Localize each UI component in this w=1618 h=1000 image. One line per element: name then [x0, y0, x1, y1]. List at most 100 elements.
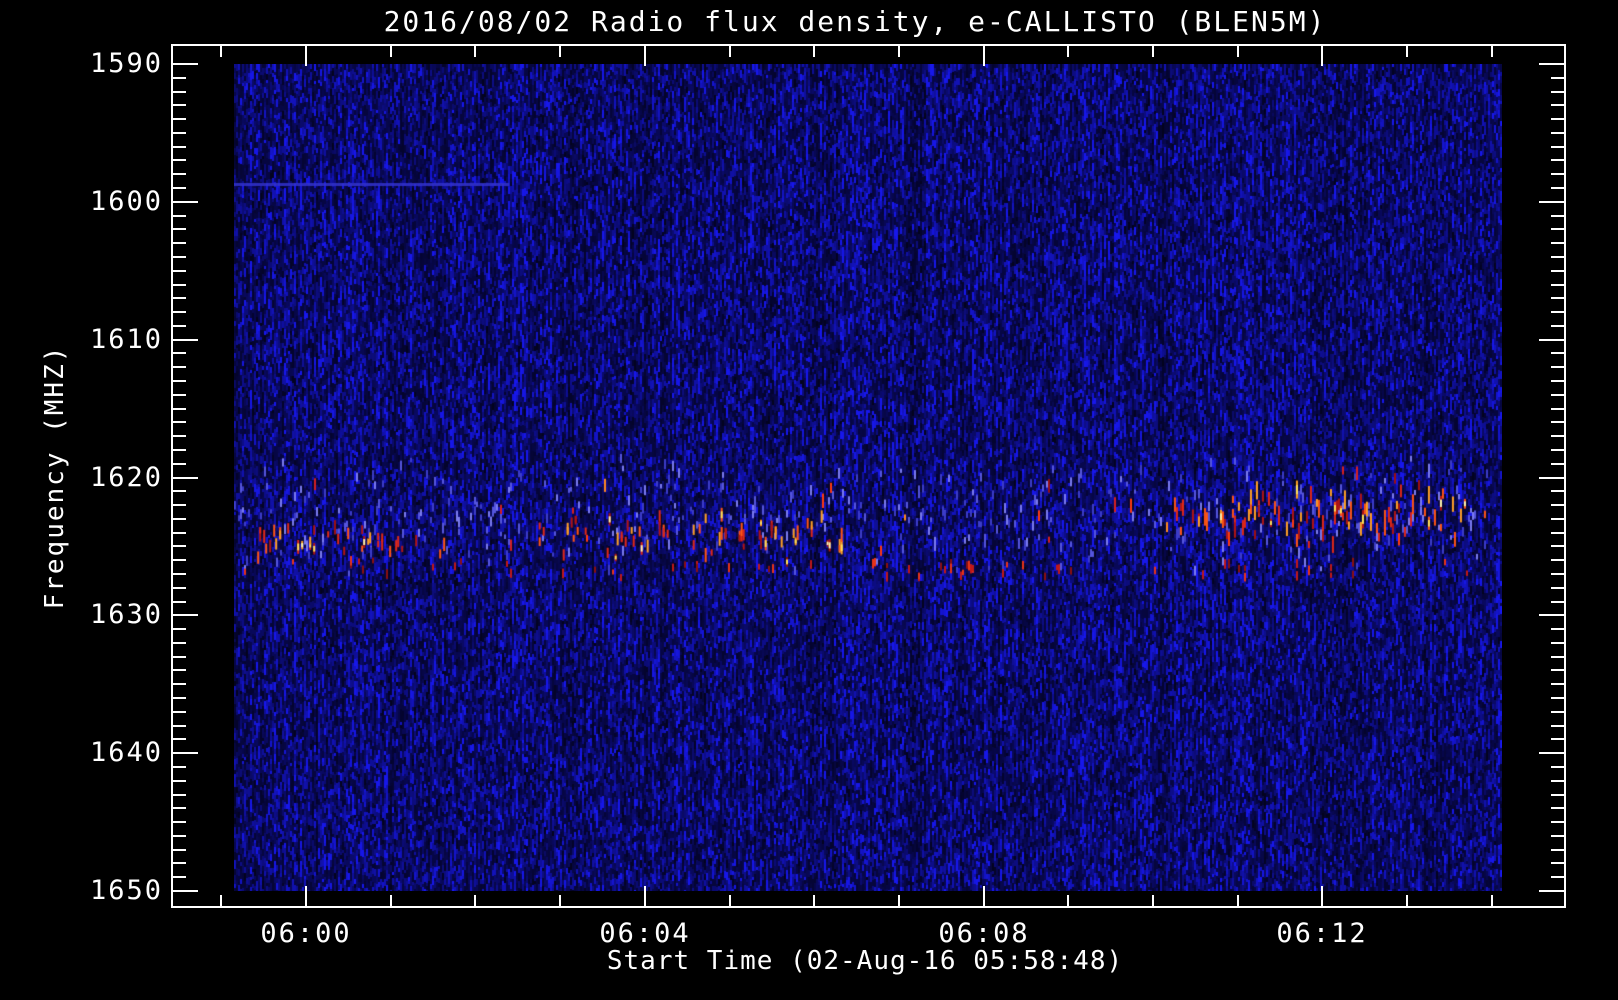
x-tick-top [390, 46, 392, 57]
x-tick-top [220, 46, 222, 57]
y-tick [173, 352, 186, 354]
y-tick [173, 270, 186, 272]
y-tick-right [1551, 862, 1564, 864]
y-tick [173, 463, 186, 465]
y-tick-label: 1630 [89, 599, 163, 630]
x-tick [983, 886, 985, 906]
y-tick [173, 683, 186, 685]
x-tick-top [474, 46, 476, 57]
x-tick [390, 895, 392, 906]
x-tick [1152, 895, 1154, 906]
y-tick-right [1551, 256, 1564, 258]
y-tick [173, 876, 186, 878]
y-tick-right [1551, 669, 1564, 671]
x-tick-top [1237, 46, 1239, 57]
y-tick [173, 228, 186, 230]
y-tick [173, 408, 186, 410]
y-tick-right [1551, 683, 1564, 685]
y-tick [173, 614, 198, 616]
y-tick-label: 1620 [89, 462, 163, 493]
y-tick-right [1551, 132, 1564, 134]
y-tick-right [1551, 780, 1564, 782]
x-tick-top [1067, 46, 1069, 57]
y-tick-right [1551, 738, 1564, 740]
y-tick [173, 132, 186, 134]
y-tick-right [1551, 504, 1564, 506]
x-axis-title: Start Time (02-Aug-16 05:58:48) [606, 946, 1124, 976]
x-tick-top [983, 46, 985, 66]
y-tick-right [1551, 807, 1564, 809]
y-tick-right [1551, 325, 1564, 327]
x-tick [644, 886, 646, 906]
y-tick-right [1551, 187, 1564, 189]
y-tick [173, 545, 186, 547]
x-tick [1406, 895, 1408, 906]
y-tick-right [1551, 77, 1564, 79]
y-tick [173, 738, 186, 740]
y-tick-right [1551, 725, 1564, 727]
y-tick-right [1551, 532, 1564, 534]
y-tick [173, 490, 186, 492]
y-tick [173, 835, 186, 837]
y-tick [173, 242, 186, 244]
y-tick [173, 504, 186, 506]
y-tick-right [1551, 366, 1564, 368]
x-tick [813, 895, 815, 906]
y-tick-right [1551, 601, 1564, 603]
y-tick-right [1551, 297, 1564, 299]
x-tick-top [1152, 46, 1154, 57]
y-tick-right [1551, 352, 1564, 354]
y-tick-right [1539, 752, 1564, 754]
y-tick-right [1539, 63, 1564, 65]
y-tick-right [1551, 408, 1564, 410]
x-tick-top [1321, 46, 1323, 66]
y-tick-right [1551, 766, 1564, 768]
y-tick [173, 104, 186, 106]
y-tick-right [1551, 587, 1564, 589]
chart-title: 2016/08/02 Radio flux density, e-CALLIST… [383, 5, 1327, 38]
x-tick-label: 06:00 [260, 918, 352, 949]
y-tick [173, 628, 186, 630]
y-tick [173, 118, 186, 120]
y-tick-right [1551, 490, 1564, 492]
y-tick-label: 1600 [89, 186, 163, 217]
y-tick-right [1551, 421, 1564, 423]
x-tick-label: 06:08 [938, 918, 1030, 949]
y-tick [173, 339, 198, 341]
y-tick-right [1551, 545, 1564, 547]
y-tick-right [1551, 794, 1564, 796]
y-tick [173, 697, 186, 699]
y-tick-right [1539, 201, 1564, 203]
x-tick-top [1491, 46, 1493, 57]
y-tick-right [1551, 228, 1564, 230]
x-tick [474, 895, 476, 906]
spectrogram-canvas [234, 64, 1502, 891]
y-tick-right [1551, 711, 1564, 713]
y-tick [173, 849, 186, 851]
y-tick-right [1551, 159, 1564, 161]
x-tick [1321, 886, 1323, 906]
y-tick [173, 201, 198, 203]
y-tick-right [1551, 573, 1564, 575]
y-tick-right [1551, 284, 1564, 286]
y-tick-right [1551, 311, 1564, 313]
y-tick [173, 794, 186, 796]
y-tick [173, 725, 186, 727]
x-tick-top [305, 46, 307, 66]
y-tick [173, 807, 186, 809]
y-tick [173, 421, 186, 423]
y-tick-right [1551, 173, 1564, 175]
y-tick [173, 215, 186, 217]
x-tick [305, 886, 307, 906]
x-tick-top [898, 46, 900, 57]
y-tick [173, 780, 186, 782]
y-tick-label: 1610 [89, 324, 163, 355]
x-tick [1067, 895, 1069, 906]
y-tick [173, 63, 198, 65]
y-tick [173, 394, 186, 396]
x-tick [1491, 895, 1493, 906]
x-tick-label: 06:12 [1276, 918, 1368, 949]
y-tick-right [1551, 91, 1564, 93]
y-tick-right [1551, 518, 1564, 520]
